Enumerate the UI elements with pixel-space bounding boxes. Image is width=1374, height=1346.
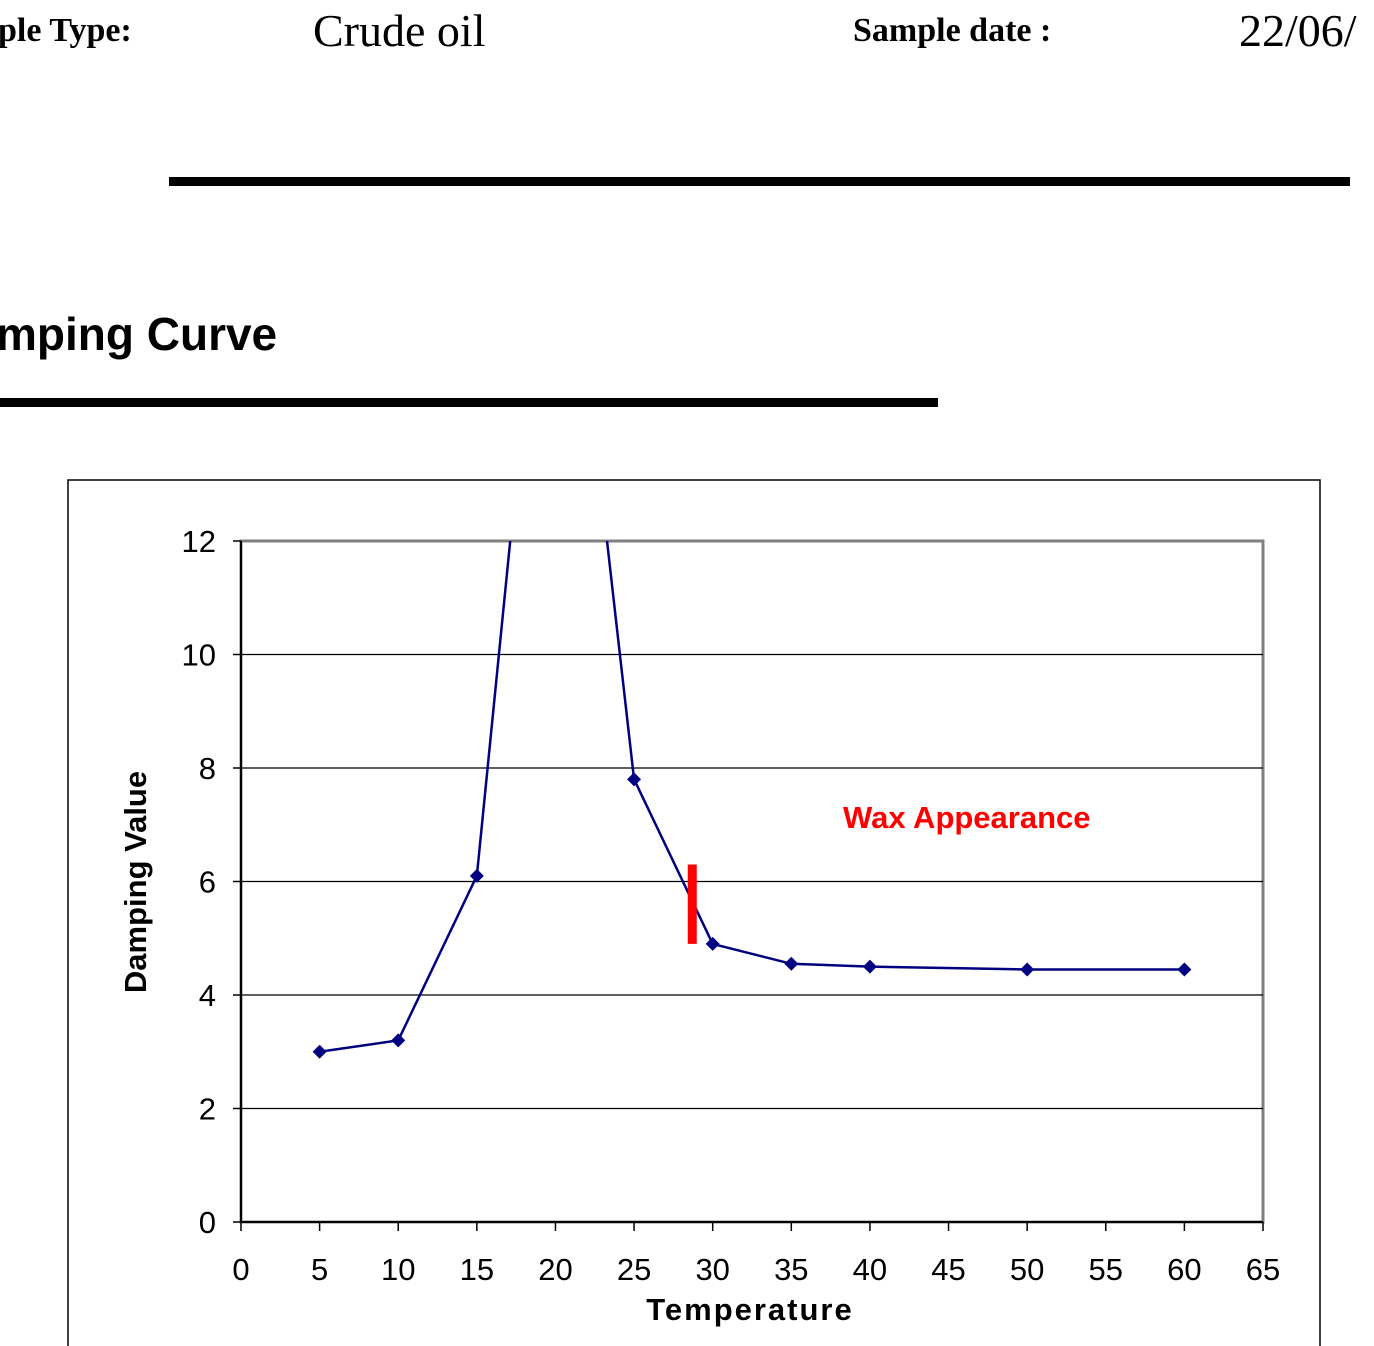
x-tick-label-10: 50	[1010, 1252, 1044, 1287]
y-tick-label-4: 8	[199, 751, 216, 786]
x-tick-label-2: 10	[381, 1252, 415, 1287]
y-tick-label-5: 10	[182, 638, 216, 673]
x-tick-label-3: 15	[460, 1252, 494, 1287]
data-point-0-2	[469, 868, 484, 883]
x-tick-label-5: 25	[617, 1252, 651, 1287]
x-tick-label-0: 0	[232, 1252, 249, 1287]
y-tick-label-3: 6	[199, 865, 216, 900]
x-tick-label-6: 30	[695, 1252, 729, 1287]
sample-type-value: Crude oil	[313, 5, 486, 56]
chart-area-border	[67, 479, 1321, 1346]
data-point-0-4	[627, 772, 642, 787]
x-tick-label-8: 40	[853, 1252, 887, 1287]
x-tick-label-1: 5	[311, 1252, 328, 1287]
series-line-0	[319, 541, 1185, 1053]
y-tick-label-6: 12	[182, 524, 216, 559]
x-tick-label-9: 45	[931, 1252, 965, 1287]
data-point-0-6	[784, 956, 799, 971]
y-axis-title: Damping Value	[118, 771, 153, 993]
section-title-underline	[0, 398, 938, 407]
data-point-0-5	[705, 936, 720, 951]
y-tick-label-2: 4	[199, 978, 216, 1013]
data-point-0-9	[1177, 962, 1192, 977]
x-tick-label-11: 55	[1089, 1252, 1123, 1287]
x-tick-label-7: 35	[774, 1252, 808, 1287]
section-title: mping Curve	[0, 308, 278, 360]
sample-type-label: ple Type:	[0, 12, 132, 49]
y-tick-label-0: 0	[199, 1205, 216, 1240]
wax-appearance-label: Wax Appearance	[843, 800, 1091, 835]
x-tick-label-13: 65	[1246, 1252, 1280, 1287]
data-point-0-7	[862, 959, 877, 974]
x-tick-label-4: 20	[538, 1252, 572, 1287]
data-point-0-1	[391, 1033, 406, 1048]
y-tick-label-1: 2	[199, 1092, 216, 1127]
sample-date-label: Sample date :	[853, 12, 1052, 49]
x-axis-title: Temperature	[646, 1292, 854, 1327]
x-tick-label-12: 60	[1167, 1252, 1201, 1287]
data-point-0-0	[312, 1044, 327, 1059]
header-divider	[169, 177, 1350, 186]
sample-date-value: 22/06/	[1239, 5, 1357, 56]
data-point-0-8	[1020, 962, 1035, 977]
